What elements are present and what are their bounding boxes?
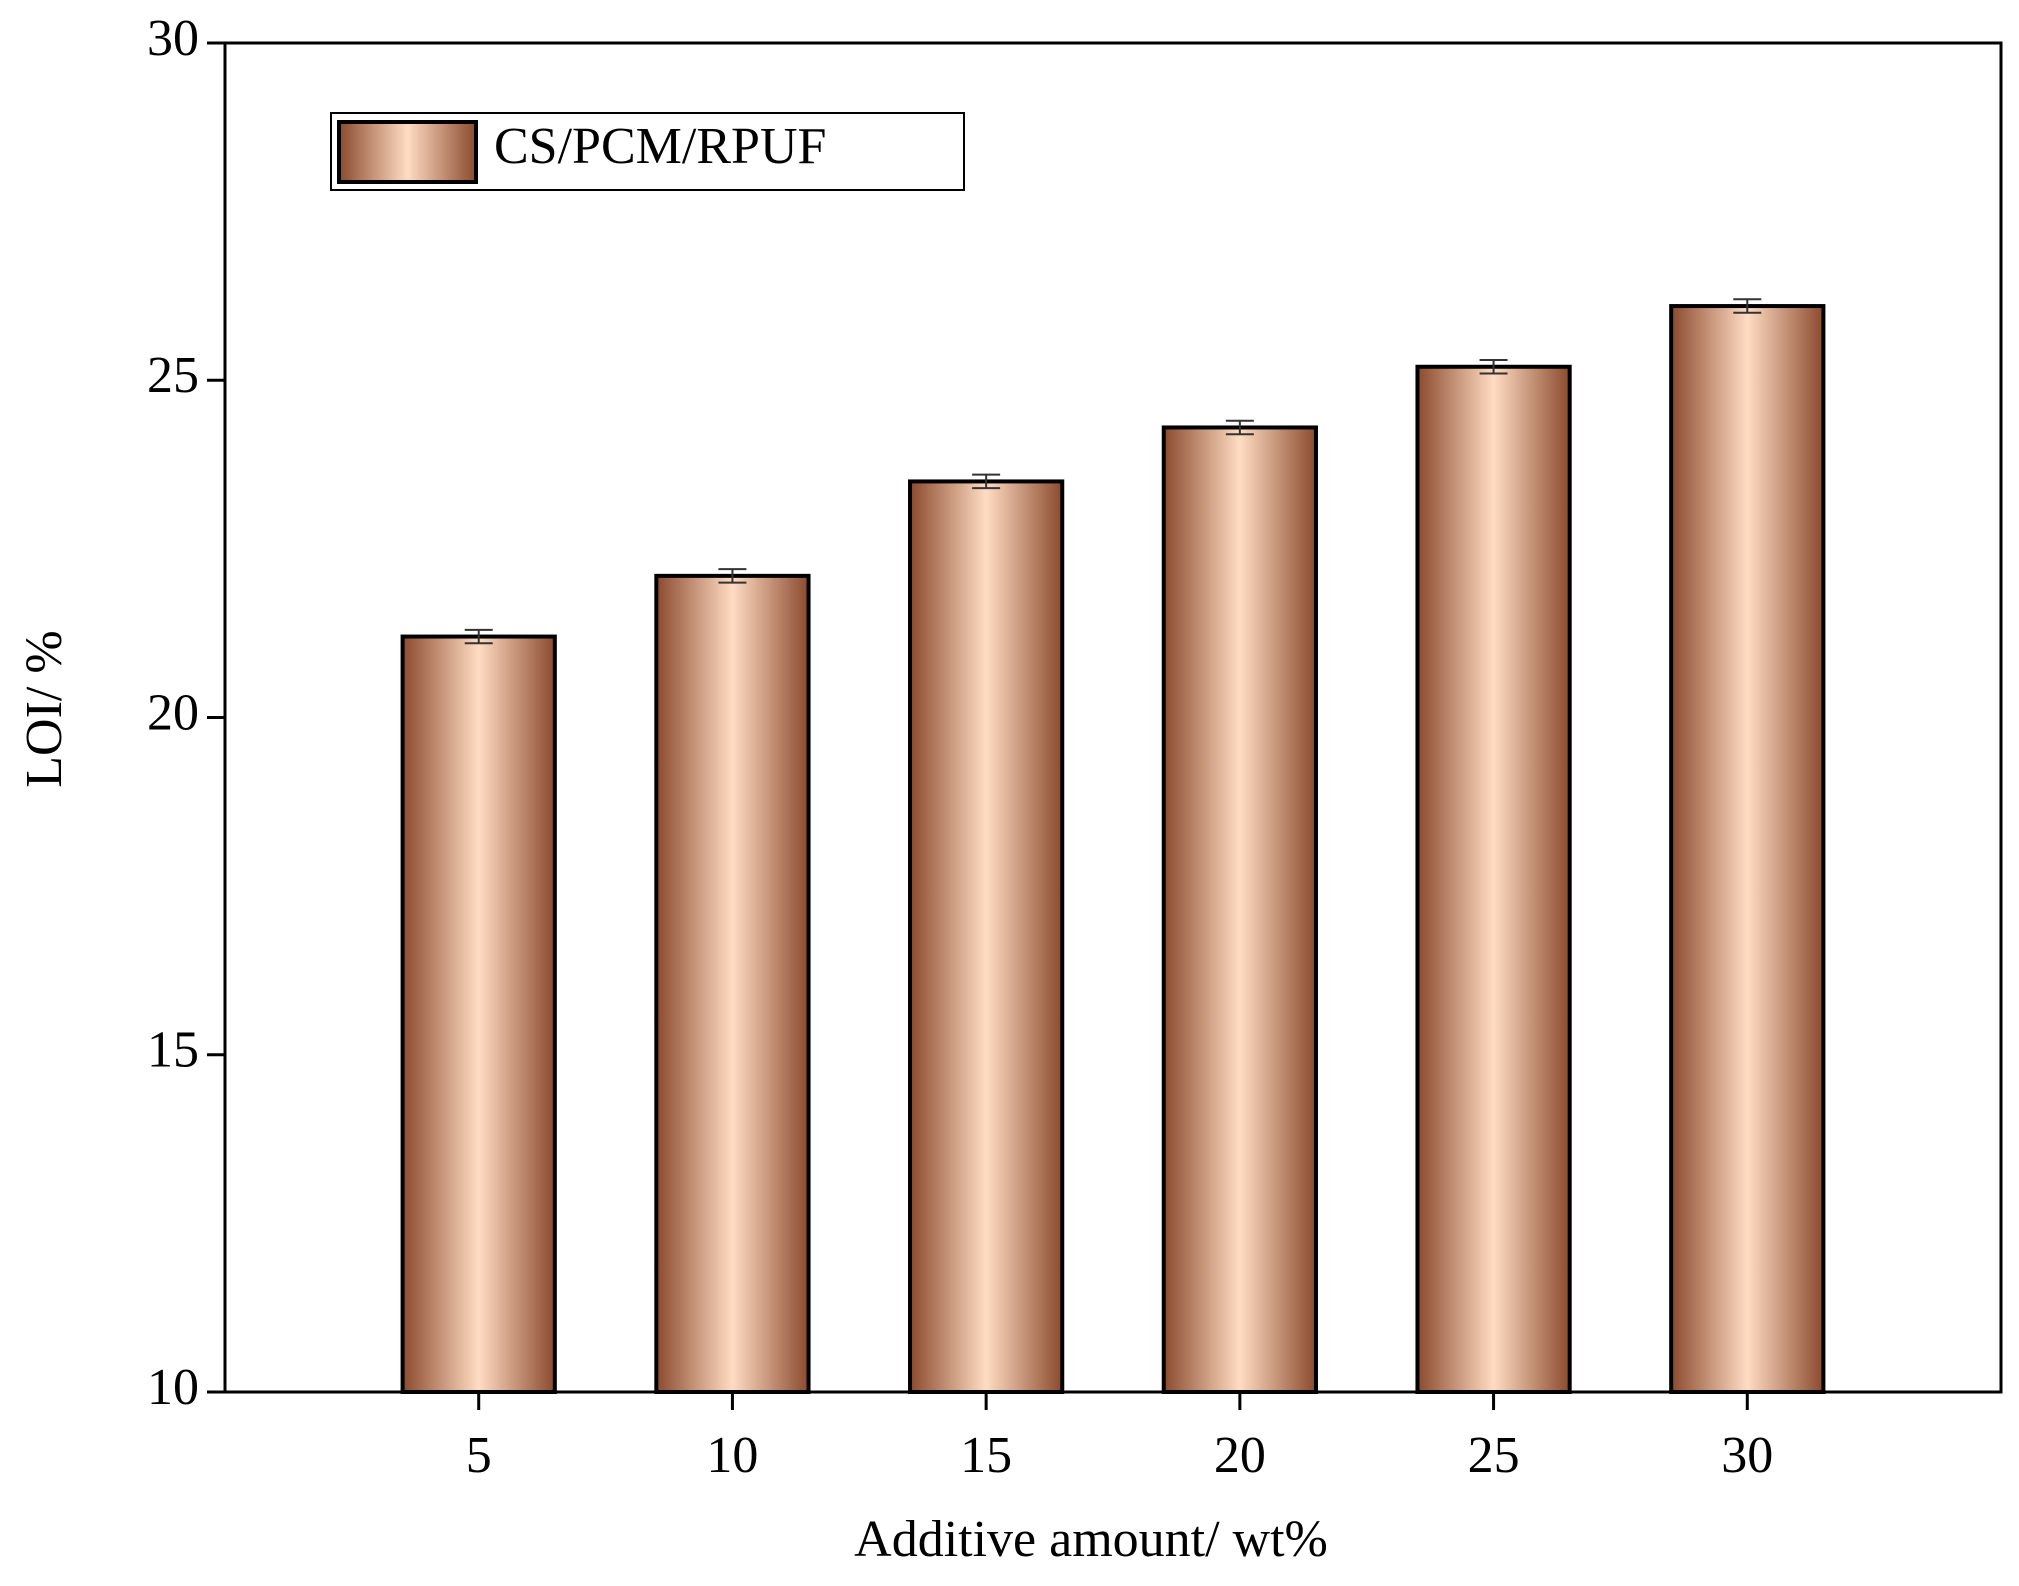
bar [1669, 304, 1826, 1394]
x-axis-title: Additive amount/ wt% [854, 1511, 1328, 1568]
bar [654, 573, 811, 1394]
y-tick-label: 25 [147, 347, 199, 404]
legend-label: CS/PCM/RPUF [494, 118, 826, 175]
bar [1415, 364, 1572, 1394]
x-tick-label: 15 [960, 1427, 1012, 1484]
bar [908, 479, 1065, 1394]
legend-swatch [337, 120, 478, 184]
x-tick-label: 25 [1468, 1427, 1520, 1484]
bar [1161, 425, 1318, 1394]
x-tick-label: 5 [466, 1427, 492, 1484]
x-tick-label: 10 [706, 1427, 758, 1484]
x-tick-label: 30 [1721, 1427, 1773, 1484]
y-tick-label: 30 [147, 10, 199, 67]
x-tick-label: 20 [1214, 1427, 1266, 1484]
bar [400, 634, 557, 1394]
y-tick-label: 10 [147, 1359, 199, 1416]
y-axis-title: LOI/ % [16, 630, 73, 787]
y-tick-label: 20 [147, 684, 199, 741]
y-tick-label: 15 [147, 1022, 199, 1079]
